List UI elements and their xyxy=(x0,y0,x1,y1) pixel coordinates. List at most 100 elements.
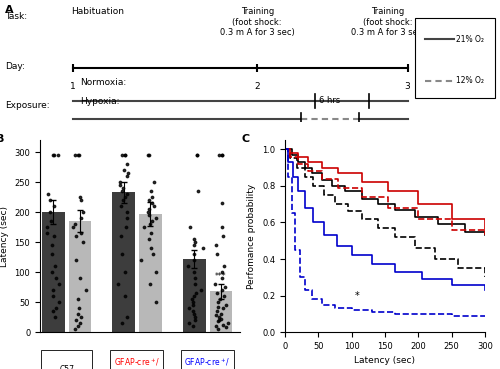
Text: GFAP-cre$^+$/
HIF-1α$^{FI/FI}$: GFAP-cre$^+$/ HIF-1α$^{FI/FI}$ xyxy=(114,356,160,369)
Point xyxy=(50,203,58,209)
Point xyxy=(74,323,82,329)
Point xyxy=(72,233,80,239)
Point xyxy=(216,296,224,302)
Point xyxy=(184,263,192,269)
Point xyxy=(50,152,58,158)
Point xyxy=(218,305,226,311)
Point xyxy=(51,314,59,320)
Point xyxy=(212,290,220,296)
Point xyxy=(186,224,194,230)
Text: Normoxia:: Normoxia: xyxy=(80,79,126,87)
Point xyxy=(118,233,126,239)
Point xyxy=(43,230,51,236)
Point xyxy=(212,242,220,248)
Point xyxy=(190,293,198,299)
Point xyxy=(224,320,232,326)
Point xyxy=(48,251,56,257)
Point xyxy=(76,194,84,200)
Point xyxy=(190,242,198,248)
Point xyxy=(222,284,230,290)
Text: C57: C57 xyxy=(59,365,74,369)
Point xyxy=(71,326,79,332)
Point xyxy=(124,161,132,167)
Point xyxy=(114,281,122,287)
Point xyxy=(212,323,220,329)
Point xyxy=(75,152,83,158)
Point xyxy=(146,236,154,242)
Point xyxy=(189,323,197,329)
Bar xyxy=(68,221,92,332)
Text: Task:: Task: xyxy=(5,12,27,21)
Point xyxy=(150,251,158,257)
Point xyxy=(218,233,226,239)
Point xyxy=(215,314,223,320)
Point xyxy=(192,317,200,323)
Point xyxy=(217,311,225,317)
Point xyxy=(186,305,194,311)
Point xyxy=(78,314,86,320)
Point xyxy=(212,312,220,318)
Point xyxy=(214,299,222,305)
Point xyxy=(222,302,230,308)
Point xyxy=(144,197,152,203)
Point xyxy=(218,224,226,230)
Point xyxy=(150,203,158,209)
Point xyxy=(78,209,86,215)
Point xyxy=(190,269,198,275)
Point xyxy=(46,209,54,215)
Point xyxy=(144,209,152,215)
Point xyxy=(118,152,126,158)
Point xyxy=(124,314,132,320)
Point xyxy=(191,314,199,320)
Point xyxy=(190,251,198,257)
Point xyxy=(148,194,156,200)
Point xyxy=(215,317,223,323)
Point xyxy=(118,320,126,326)
Point xyxy=(147,245,155,251)
Text: Hypoxia:: Hypoxia: xyxy=(80,97,120,106)
Point xyxy=(212,251,220,257)
Point xyxy=(54,281,62,287)
Point xyxy=(214,304,222,310)
Point xyxy=(82,287,90,293)
Point xyxy=(72,221,80,227)
Point xyxy=(190,236,198,242)
Point xyxy=(212,281,220,287)
Point xyxy=(124,170,132,176)
Point xyxy=(197,287,205,293)
Point xyxy=(214,152,222,158)
Point xyxy=(148,218,156,224)
Text: B: B xyxy=(0,134,4,145)
Bar xyxy=(41,350,92,369)
Point xyxy=(74,152,82,158)
Point xyxy=(72,257,80,263)
Bar xyxy=(139,214,162,332)
Point xyxy=(76,215,84,221)
Point xyxy=(188,296,196,302)
Point xyxy=(214,308,222,314)
Point xyxy=(194,188,202,194)
Point xyxy=(48,242,56,248)
Point xyxy=(189,302,197,308)
Point xyxy=(144,152,152,158)
Point xyxy=(119,185,127,191)
Point xyxy=(75,305,83,311)
Bar xyxy=(110,350,163,369)
Text: ***: *** xyxy=(215,272,227,281)
Point xyxy=(150,179,158,185)
Point xyxy=(192,239,200,245)
Point xyxy=(52,305,60,311)
Point xyxy=(147,230,155,236)
Point xyxy=(48,269,56,275)
Point xyxy=(218,316,226,322)
Point xyxy=(48,152,56,158)
Bar xyxy=(210,292,233,332)
Text: 6 hrs: 6 hrs xyxy=(320,96,340,105)
Point xyxy=(48,287,56,293)
Text: Day:: Day: xyxy=(5,62,25,71)
Point xyxy=(122,173,130,179)
Point xyxy=(193,152,201,158)
Text: A: A xyxy=(5,5,14,15)
Text: 2: 2 xyxy=(254,82,260,91)
Point xyxy=(44,191,52,197)
